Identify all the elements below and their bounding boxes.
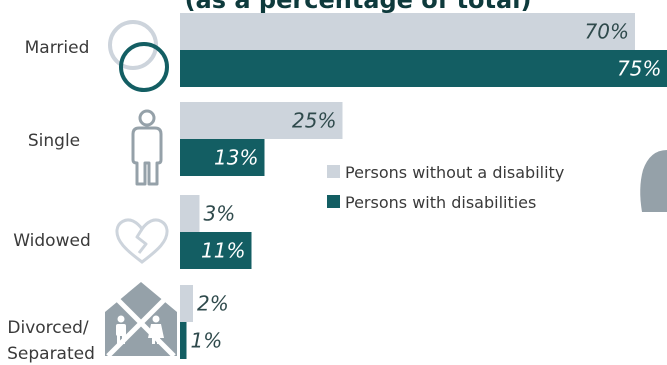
category-label-divorced-line2: Separated <box>7 344 95 364</box>
value-label-single-with-disabilities: 13% <box>214 146 258 170</box>
bar-single-with-disabilities <box>180 139 265 176</box>
bar-divorced-with-disabilities <box>180 322 187 359</box>
value-label-widowed-with-disabilities: 11% <box>201 239 245 263</box>
legend-label-without-disability: Persons without a disability <box>345 163 564 182</box>
bar-widowed-without-disability <box>180 195 200 232</box>
value-label-divorced-without-disability: 2% <box>197 292 229 316</box>
legend-label-with-disabilities: Persons with disabilities <box>345 193 536 212</box>
bar-single-without-disability <box>180 102 343 139</box>
bar-married-without-disability <box>180 13 635 50</box>
chart-title: (as a percentage of total) <box>185 0 532 14</box>
value-label-widowed-without-disability: 3% <box>204 202 236 226</box>
legend: Persons without a disability Persons wit… <box>327 163 564 212</box>
category-label-divorced: Divorced/ <box>7 318 88 338</box>
bar-divorced-without-disability <box>180 285 193 322</box>
value-label-single-without-disability: 25% <box>292 109 336 133</box>
broken-heart-icon <box>115 218 169 264</box>
bar-widowed-with-disabilities <box>180 232 252 269</box>
marriage-rings-icon <box>108 20 169 92</box>
bar-married-with-disabilities <box>180 50 667 87</box>
value-labels-group: 70% 25% 3% 2% 75% 13% 11% 1% <box>191 20 662 353</box>
value-label-married-without-disability: 70% <box>585 20 629 44</box>
value-label-divorced-with-disabilities: 1% <box>191 329 223 353</box>
woman-figure-icon <box>148 315 164 344</box>
value-label-married-with-disabilities: 75% <box>617 57 661 81</box>
category-label-widowed: Widowed <box>13 231 91 251</box>
decorative-drop-shape <box>640 150 667 212</box>
legend-swatch-with-disabilities <box>327 195 340 208</box>
divided-house-icon <box>105 282 177 358</box>
person-icon <box>131 109 163 186</box>
category-labels: Married Single Widowed Divorced/ Separat… <box>7 38 95 364</box>
legend-swatch-without-disability <box>327 165 340 178</box>
man-figure-icon <box>116 315 126 344</box>
category-label-married: Married <box>25 38 90 58</box>
bars-group <box>180 13 667 359</box>
category-label-single: Single <box>28 131 80 151</box>
